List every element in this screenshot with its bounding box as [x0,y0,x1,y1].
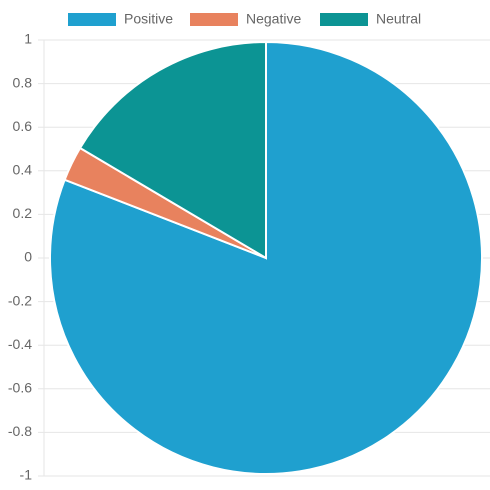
legend-swatch[interactable] [190,13,238,26]
y-tick-label: 0.6 [13,118,33,134]
legend-swatch[interactable] [68,13,116,26]
y-tick-label: -0.2 [8,292,32,308]
y-tick-label: 0 [24,249,32,265]
legend-label[interactable]: Neutral [376,11,421,27]
y-tick-label: -0.4 [8,336,32,352]
y-tick-label: 0.4 [13,162,33,178]
legend-swatch[interactable] [320,13,368,26]
y-tick-label: -0.6 [8,380,32,396]
legend-label[interactable]: Positive [124,11,173,27]
y-tick-label: -0.8 [8,423,32,439]
y-tick-label: 1 [24,31,32,47]
y-tick-label: -1 [20,467,33,483]
legend-label[interactable]: Negative [246,11,301,27]
pie-slice [78,40,267,260]
y-tick-label: 0.8 [13,74,33,90]
y-tick-label: 0.2 [13,205,33,221]
